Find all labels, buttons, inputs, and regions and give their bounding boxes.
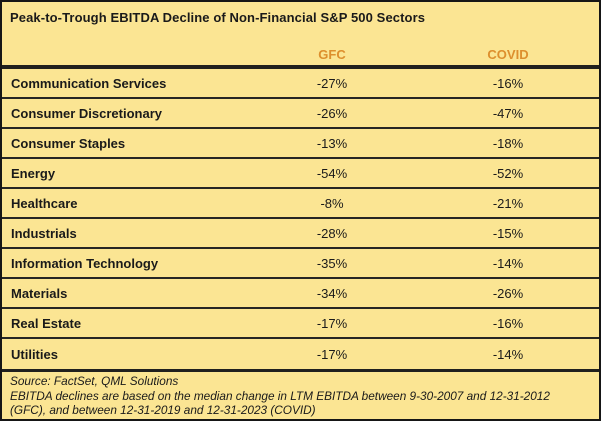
table-row: Industrials -28% -15% — [2, 219, 599, 249]
gfc-value-cell: -13% — [316, 135, 348, 151]
covid-value-cell: -16% — [492, 315, 524, 331]
table-title: Peak-to-Trough EBITDA Decline of Non-Fin… — [10, 10, 426, 25]
sector-name-cell: Industrials — [11, 225, 77, 241]
covid-value-cell: -14% — [492, 346, 524, 362]
sector-name-cell: Consumer Staples — [11, 135, 126, 151]
sector-name-cell: Healthcare — [11, 195, 78, 211]
column-header-covid: COVID — [487, 47, 529, 62]
gfc-value-cell: -54% — [316, 165, 348, 181]
sector-name-cell: Consumer Discretionary — [11, 105, 162, 121]
sector-name-cell: Information Technology — [11, 255, 159, 271]
table-header-row: GFC COVID — [2, 27, 599, 69]
covid-value-cell: -14% — [492, 255, 524, 271]
table-row: Energy -54% -52% — [2, 159, 599, 189]
table-row: Consumer Discretionary -26% -47% — [2, 99, 599, 129]
covid-value-cell: -18% — [492, 135, 524, 151]
gfc-value-cell: -27% — [316, 75, 348, 91]
sector-name-cell: Materials — [11, 285, 68, 301]
covid-value-cell: -47% — [492, 105, 524, 121]
source-note: Source: FactSet, QML Solutions — [10, 374, 179, 388]
gfc-value-cell: -17% — [316, 315, 348, 331]
gfc-value-cell: -8% — [320, 195, 344, 211]
covid-value-cell: -21% — [492, 195, 524, 211]
table-body: Communication Services -27% -16% Consumer D… — [2, 69, 599, 369]
sector-name-cell: Energy — [11, 165, 56, 181]
covid-value-cell: -15% — [492, 225, 524, 241]
table-row: Information Technology -35% -14% — [2, 249, 599, 279]
covid-value-cell: -16% — [492, 75, 524, 91]
table-row: Utilities -17% -14% — [2, 339, 599, 369]
table-footer: Source: FactSet, QML Solutions EBITDA de… — [2, 369, 599, 419]
covid-value-cell: -26% — [492, 285, 524, 301]
table-row: Healthcare -8% -21% — [2, 189, 599, 219]
table-row: Consumer Staples -13% -18% — [2, 129, 599, 159]
table-row: Real Estate -17% -16% — [2, 309, 599, 339]
column-header-gfc: GFC — [318, 47, 346, 62]
methodology-footnote: EBITDA declines are based on the median … — [10, 388, 550, 418]
covid-value-cell: -52% — [492, 165, 524, 181]
sector-name-cell: Communication Services — [11, 75, 167, 91]
table-row: Communication Services -27% -16% — [2, 69, 599, 99]
gfc-value-cell: -17% — [316, 346, 348, 362]
table-row: Materials -34% -26% — [2, 279, 599, 309]
sector-name-cell: Real Estate — [11, 315, 82, 331]
gfc-value-cell: -34% — [316, 285, 348, 301]
gfc-value-cell: -26% — [316, 105, 348, 121]
gfc-value-cell: -28% — [316, 225, 348, 241]
gfc-value-cell: -35% — [316, 255, 348, 271]
sector-name-cell: Utilities — [11, 346, 58, 362]
